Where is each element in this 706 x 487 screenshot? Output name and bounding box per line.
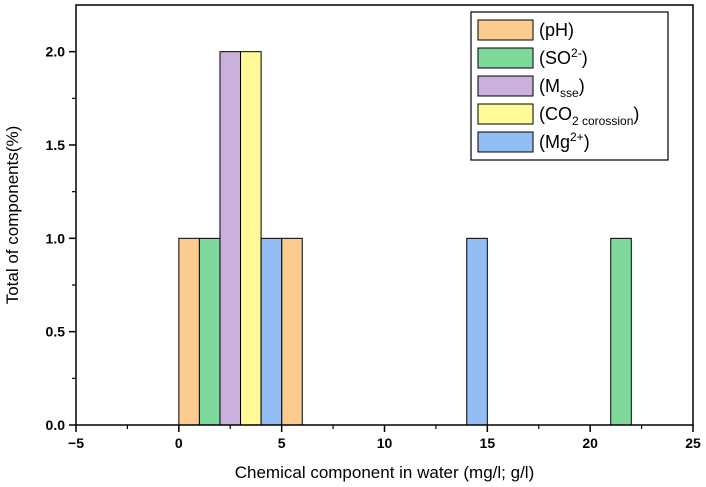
- y-tick-label: 1.5: [46, 137, 66, 153]
- x-tick-label: 25: [685, 435, 701, 451]
- x-tick-label: 20: [582, 435, 598, 451]
- legend-label-ph: (pH): [539, 20, 574, 40]
- legend-swatch-msse: [477, 75, 534, 97]
- x-axis: −5 0 5 10 15 20 25: [68, 425, 701, 451]
- y-tick-label: 0.5: [46, 324, 66, 340]
- x-tick-label: 0: [175, 435, 183, 451]
- bar-msse-0: [219, 51, 242, 426]
- x-tick-label: 5: [278, 435, 286, 451]
- legend-label-msse: (Msse): [539, 76, 585, 100]
- bar-so-0: [198, 237, 221, 426]
- x-axis-title: Chemical component in water (mg/l; g/l): [235, 463, 535, 482]
- bars-layer: [178, 51, 632, 426]
- y-tick-label: 2.0: [46, 44, 66, 60]
- legend-label-co2: (CO2 corossion): [539, 104, 639, 128]
- y-axis-title: Total of components(%): [3, 126, 22, 305]
- x-tick-label: 15: [480, 435, 496, 451]
- x-tick-label: −5: [68, 435, 84, 451]
- legend-swatch-mg: [477, 131, 534, 153]
- legend-label-so: (SO2-): [539, 46, 588, 68]
- x-tick-label: 10: [377, 435, 393, 451]
- bar-ph-0: [178, 237, 200, 426]
- legend-swatch-ph: [477, 19, 534, 41]
- bar-mg-0: [260, 237, 283, 426]
- bar-co2-0: [240, 51, 262, 426]
- legend-swatch-co2: [477, 103, 534, 125]
- legend-label-mg: (Mg2+): [539, 130, 590, 152]
- y-tick-label: 1.0: [46, 230, 66, 246]
- y-tick-label: 0.0: [46, 417, 66, 433]
- legend-swatch-so: [477, 47, 534, 69]
- legend: (pH) (SO2-) (Msse) (CO2 corossion)(Mg2+): [470, 11, 669, 161]
- y-axis: 0.0 0.5 1.0 1.5 2.0: [46, 44, 76, 433]
- bar-so-1: [610, 237, 632, 426]
- bar-mg-1: [466, 237, 488, 426]
- bar-ph-1: [281, 237, 303, 426]
